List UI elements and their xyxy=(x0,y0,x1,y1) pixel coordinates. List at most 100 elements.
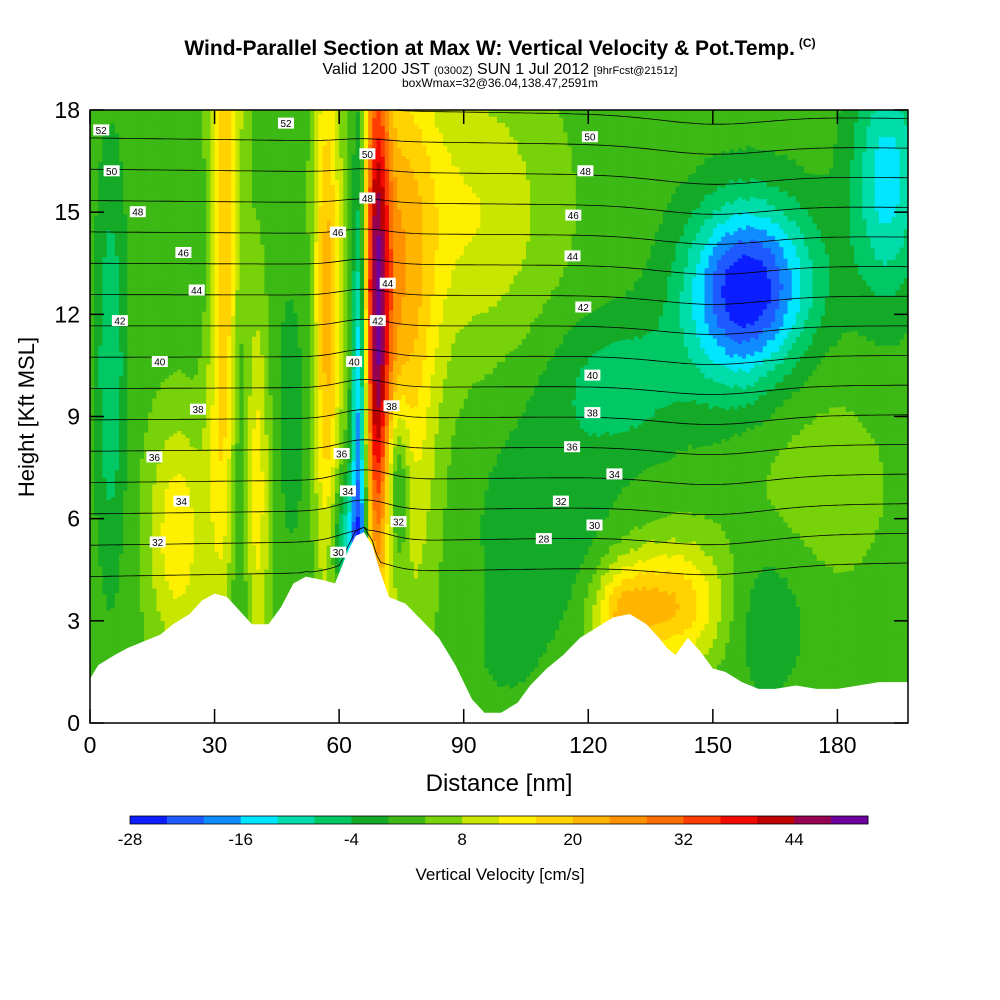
velocity-cell xyxy=(305,393,311,400)
velocity-cell xyxy=(256,520,261,527)
velocity-cell xyxy=(318,334,324,342)
velocity-cell xyxy=(135,153,141,161)
velocity-cell xyxy=(222,400,228,407)
velocity-cell xyxy=(314,186,319,194)
velocity-cell xyxy=(119,565,124,573)
velocity-cell xyxy=(181,476,187,484)
velocity-cell xyxy=(297,248,303,256)
velocity-cell xyxy=(123,636,128,644)
velocity-cell xyxy=(156,574,162,581)
velocity-cell xyxy=(243,592,249,600)
velocity-cell xyxy=(247,474,253,482)
velocity-cell xyxy=(173,463,178,471)
velocity-cell xyxy=(156,445,162,453)
velocity-cell xyxy=(326,569,332,577)
velocity-cell xyxy=(281,110,286,114)
velocity-cell xyxy=(235,534,241,542)
velocity-cell xyxy=(227,507,232,515)
velocity-cell xyxy=(102,520,108,528)
velocity-cell xyxy=(123,226,128,233)
velocity-cell xyxy=(189,581,195,588)
velocity-cell xyxy=(110,398,116,406)
velocity-cell xyxy=(256,348,261,356)
velocity-cell xyxy=(156,463,162,471)
velocity-cell xyxy=(197,234,203,242)
velocity-cell xyxy=(94,171,99,179)
velocity-cell xyxy=(168,601,174,609)
velocity-cell xyxy=(193,153,199,161)
velocity-cell xyxy=(206,137,212,144)
velocity-cell xyxy=(98,253,104,260)
velocity-cell xyxy=(264,618,270,625)
velocity-cell xyxy=(256,495,261,503)
velocity-cell xyxy=(127,481,133,489)
velocity-cell xyxy=(305,301,311,308)
velocity-cell xyxy=(119,381,124,389)
velocity-cell xyxy=(181,482,187,490)
velocity-cell xyxy=(135,521,141,528)
velocity-cell xyxy=(189,133,195,141)
velocity-cell xyxy=(227,390,232,398)
velocity-cell xyxy=(305,184,311,192)
velocity-cell xyxy=(222,283,228,291)
velocity-cell xyxy=(301,455,307,462)
velocity-cell xyxy=(247,162,253,169)
velocity-cell xyxy=(152,330,158,338)
velocity-cell xyxy=(206,468,212,475)
velocity-cell xyxy=(114,439,120,446)
velocity-cell xyxy=(110,423,116,430)
velocity-cell xyxy=(210,122,216,130)
velocity-cell xyxy=(156,426,162,434)
velocity-cell xyxy=(301,252,307,260)
velocity-cell xyxy=(156,347,162,354)
velocity-cell xyxy=(156,126,162,134)
velocity-cell xyxy=(160,320,166,327)
velocity-cell xyxy=(297,567,303,575)
velocity-cell xyxy=(193,300,199,308)
velocity-cell xyxy=(227,139,232,147)
velocity-cell xyxy=(102,465,108,472)
velocity-cell xyxy=(256,421,261,429)
velocity-cell xyxy=(110,453,116,461)
velocity-cell xyxy=(123,502,128,509)
velocity-cell xyxy=(114,580,120,587)
velocity-cell xyxy=(276,110,282,115)
velocity-cell xyxy=(168,319,174,327)
velocity-cell xyxy=(168,484,174,492)
velocity-cell xyxy=(156,279,162,287)
velocity-cell xyxy=(119,412,124,420)
velocity-cell xyxy=(131,271,137,279)
velocity-cell xyxy=(119,308,124,315)
velocity-cell xyxy=(94,190,99,198)
velocity-cell xyxy=(139,574,145,582)
velocity-cell xyxy=(235,216,241,223)
velocity-cell xyxy=(272,327,278,335)
velocity-cell xyxy=(168,141,174,149)
velocity-cell xyxy=(285,147,290,155)
velocity-cell xyxy=(214,342,220,350)
velocity-cell xyxy=(256,403,261,411)
velocity-cell xyxy=(197,486,203,493)
velocity-cell xyxy=(227,329,232,337)
velocity-cell xyxy=(164,598,170,606)
velocity-cell xyxy=(222,590,228,598)
velocity-cell xyxy=(131,430,137,438)
velocity-cell xyxy=(148,559,153,566)
velocity-cell xyxy=(268,296,274,304)
velocity-cell xyxy=(98,596,104,604)
velocity-cell xyxy=(314,468,319,476)
velocity-cell xyxy=(102,293,108,301)
velocity-cell xyxy=(243,225,249,232)
velocity-cell xyxy=(281,161,286,169)
velocity-cell xyxy=(297,110,303,115)
velocity-cell xyxy=(272,296,278,304)
velocity-cell xyxy=(330,435,336,443)
velocity-cell xyxy=(268,308,274,316)
chart-subtitle-line2: boxWmax=32@36.04,138.47,2591m xyxy=(402,76,598,90)
velocity-cell xyxy=(318,187,324,194)
velocity-cell xyxy=(251,550,257,558)
velocity-cell xyxy=(173,163,178,170)
velocity-cell xyxy=(276,297,282,305)
velocity-cell xyxy=(285,374,290,382)
velocity-cell xyxy=(127,506,133,513)
